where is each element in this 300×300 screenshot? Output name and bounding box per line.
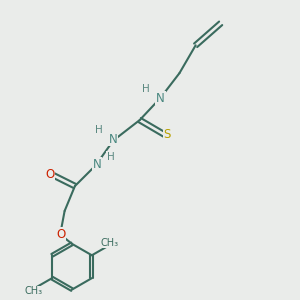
Text: S: S [164, 128, 171, 141]
Text: N: N [156, 92, 165, 105]
Text: CH₃: CH₃ [25, 286, 43, 296]
Text: O: O [45, 168, 55, 181]
Text: H: H [142, 84, 150, 94]
Text: N: N [93, 158, 101, 171]
Text: H: H [94, 125, 102, 135]
Text: CH₃: CH₃ [101, 238, 119, 248]
Text: H: H [107, 152, 115, 162]
Text: N: N [109, 133, 118, 146]
Text: O: O [56, 228, 65, 241]
